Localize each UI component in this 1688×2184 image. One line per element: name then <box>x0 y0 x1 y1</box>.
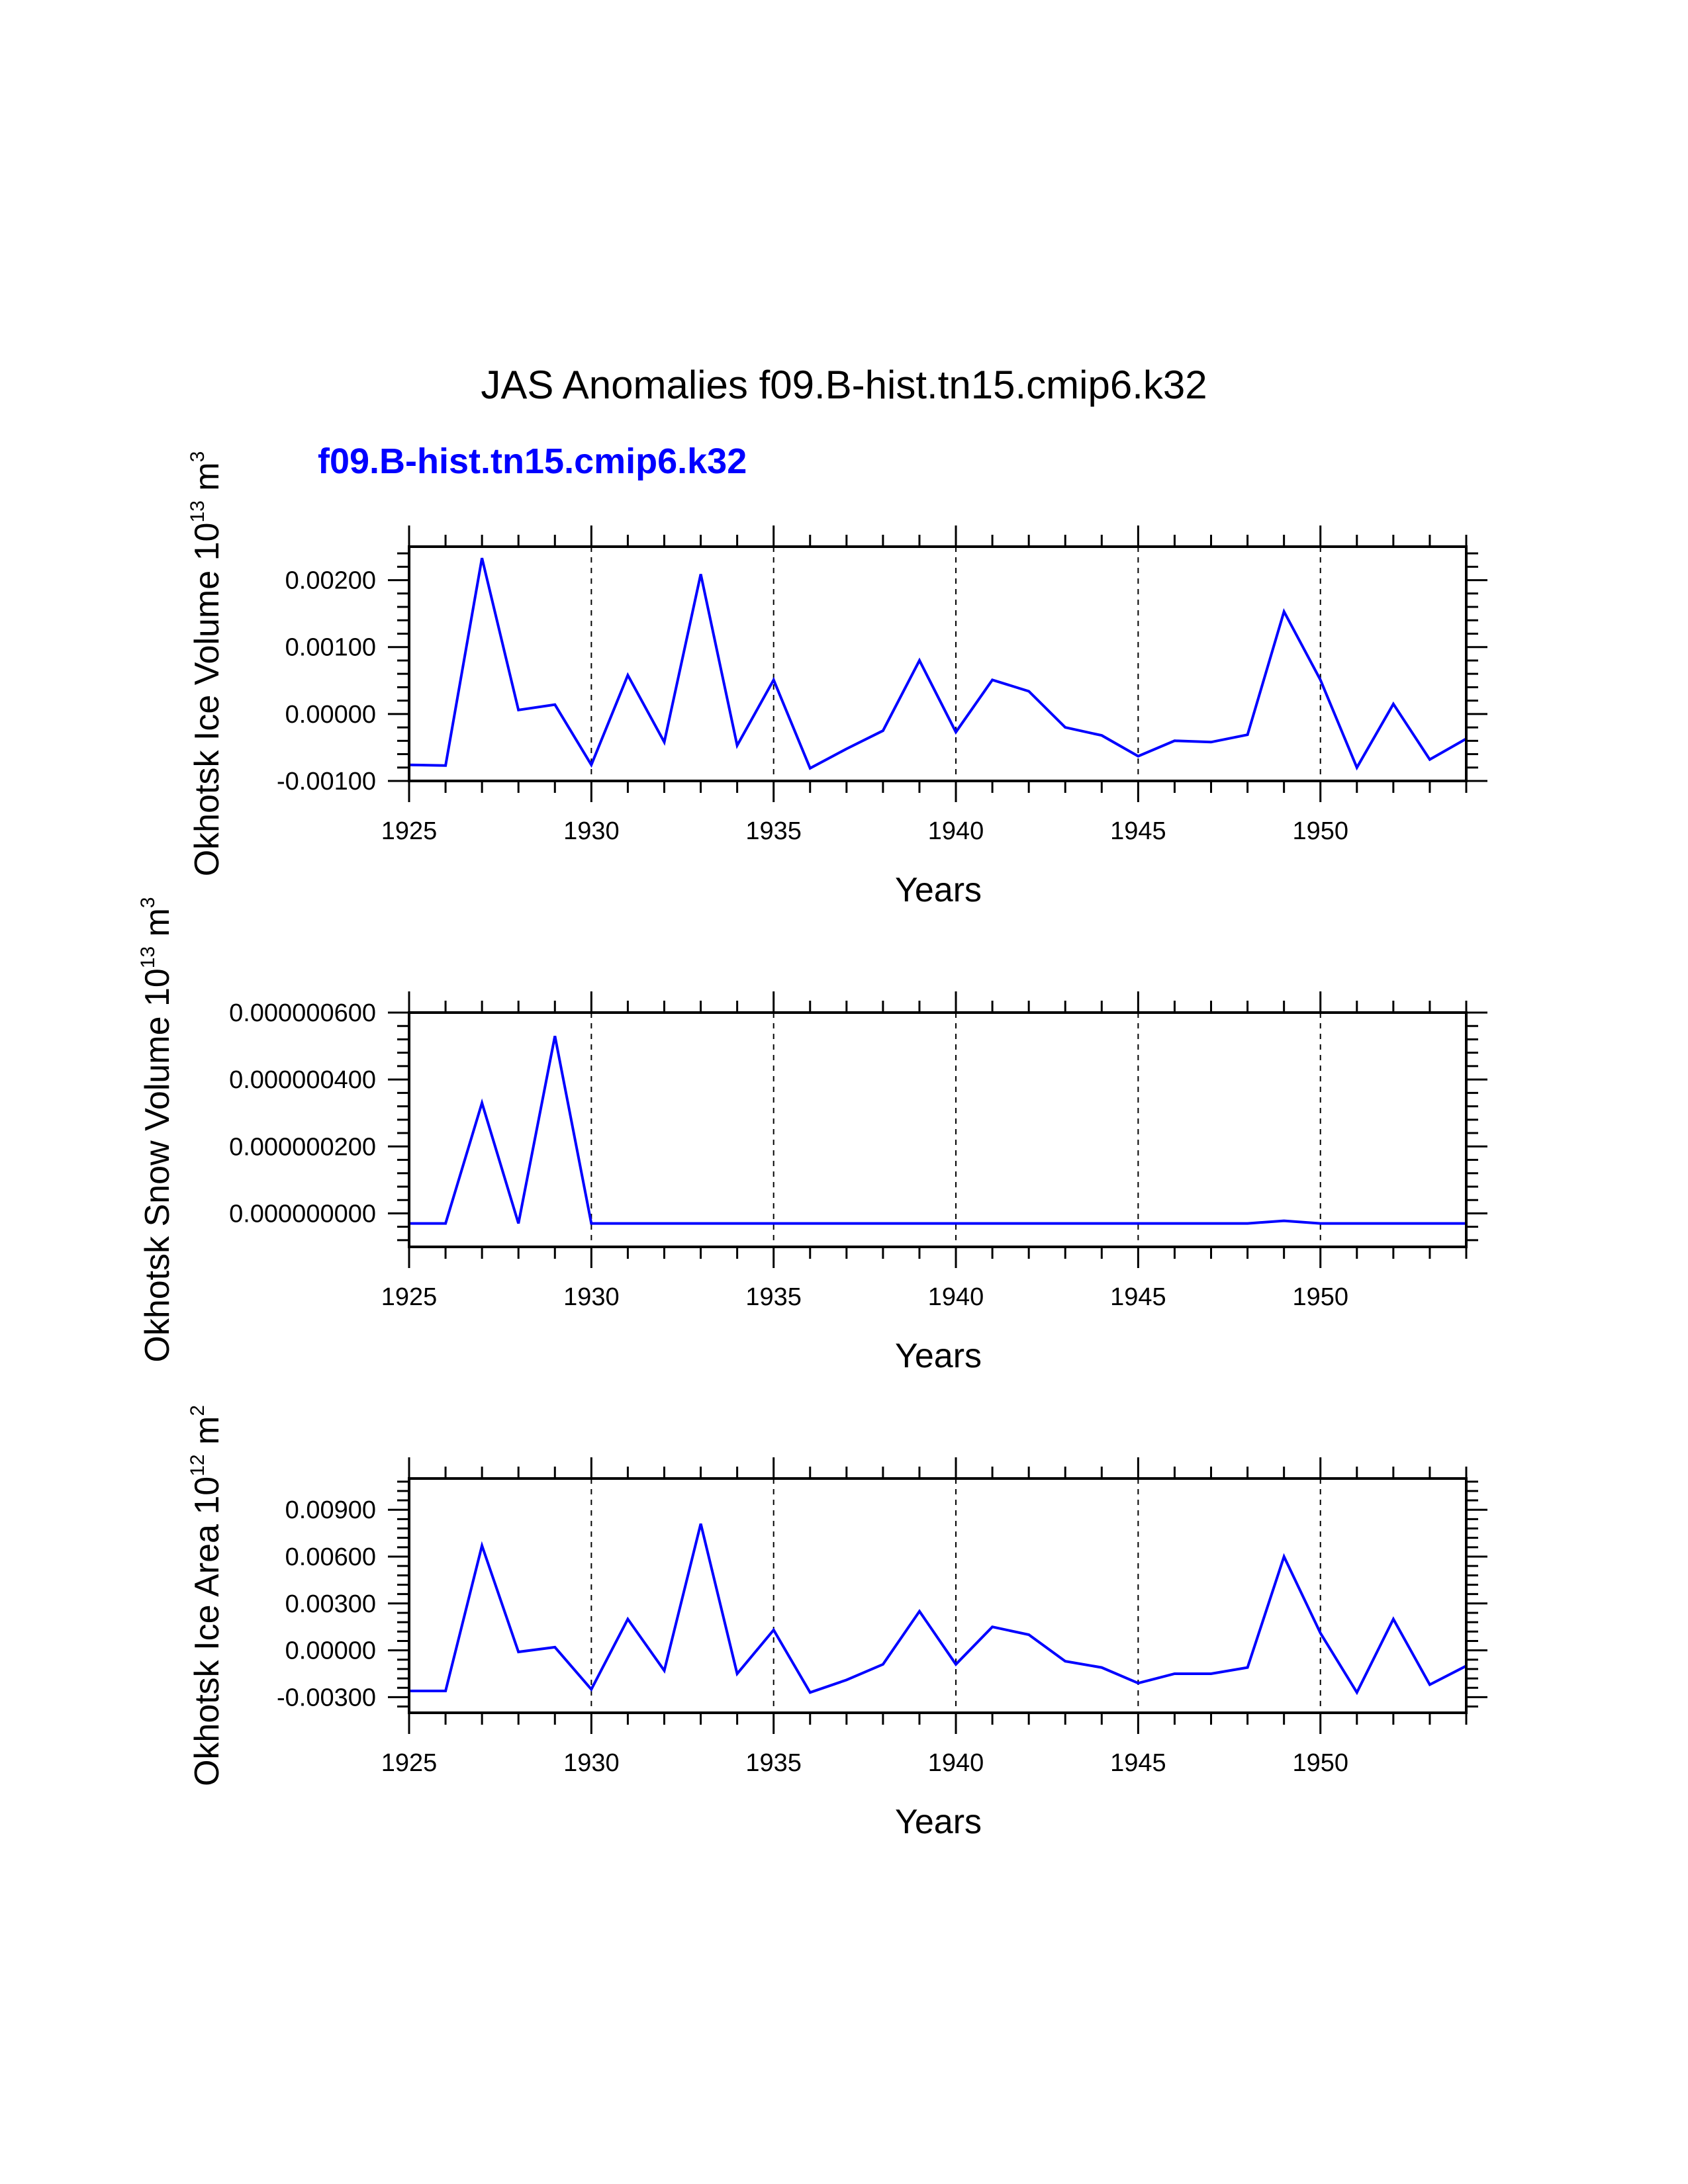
panel-ice-volume: 1925 1930 1935 1940 1945 1950 Years -0.00100 0.0… <box>187 451 1487 909</box>
y-tick-label: -0.00100 <box>277 768 376 796</box>
panel-snow-volume: 1925 1930 1935 1940 1945 1950 Years 0.000000000… <box>137 897 1487 1375</box>
y-tick-label: 0.000000400 <box>229 1066 376 1094</box>
chart-title: JAS Anomalies f09.B-hist.tn15.cmip6.k32 <box>481 363 1207 407</box>
y-tick-label: 0.000000200 <box>229 1133 376 1161</box>
plot-frame <box>408 1477 1468 1714</box>
y-tick-label: 0.00000 <box>285 1637 376 1665</box>
y-axis-label-exp: 13 <box>187 500 209 522</box>
y-tick-label: 0.00100 <box>285 634 376 662</box>
y-axis-label: Okhotsk Ice Volume 1013 m3 <box>187 451 226 877</box>
x-tick-label: 1950 <box>1292 1283 1348 1311</box>
y-tick-label: 0.000000600 <box>229 999 376 1027</box>
y-tick-label: 0.00600 <box>285 1543 376 1571</box>
x-tick-label: 1940 <box>928 1283 984 1311</box>
x-axis-label: Years <box>895 871 982 909</box>
y-tick-label: -0.00300 <box>277 1684 376 1711</box>
series-legend-label: f09.B-hist.tn15.cmip6.k32 <box>318 441 747 481</box>
plot-frame <box>408 1011 1468 1248</box>
y-axis-label: Okhotsk Snow Volume 1013 m3 <box>137 897 177 1362</box>
x-tick-label: 1930 <box>563 1749 620 1777</box>
y-axis-label: Okhotsk Ice Area 1012 m2 <box>187 1405 226 1786</box>
panel-ice-area: 1925 1930 1935 1940 1945 1950 Years -0.00300 0.0… <box>187 1405 1487 1841</box>
x-axis-label: Years <box>895 1803 982 1841</box>
x-tick-label: 1935 <box>745 817 802 845</box>
y-axis-label-unit: m <box>188 462 226 500</box>
x-tick-label: 1950 <box>1292 1749 1348 1777</box>
series-line <box>409 1036 1466 1225</box>
y-axis-label-unit-exp: 3 <box>187 451 209 463</box>
y-tick-label: 0.000000000 <box>229 1200 376 1228</box>
y-axis-label-unit: m <box>188 1416 226 1455</box>
series-line <box>409 1523 1467 1696</box>
x-tick-label: 1940 <box>928 1749 984 1777</box>
x-tick-label: 1945 <box>1110 1283 1166 1311</box>
panels: 1925 1930 1935 1940 1945 1950 Years -0.00100 0.0… <box>137 451 1487 1841</box>
x-tick-label: 1940 <box>928 817 984 845</box>
x-tick-label: 1930 <box>563 817 620 845</box>
x-tick-label: 1935 <box>745 1749 802 1777</box>
x-tick-label: 1945 <box>1110 817 1166 845</box>
y-axis-label-unit: m <box>138 908 177 946</box>
x-tick-label: 1930 <box>563 1283 620 1311</box>
x-tick-label: 1925 <box>381 817 438 845</box>
y-axis-label-exp: 13 <box>137 946 159 968</box>
x-axis-label: Years <box>895 1337 982 1375</box>
y-tick-label: 0.00900 <box>285 1496 376 1524</box>
series-line <box>408 557 1467 771</box>
x-tick-label: 1925 <box>381 1749 438 1777</box>
y-tick-label: 0.00000 <box>285 701 376 729</box>
x-tick-label: 1935 <box>745 1283 802 1311</box>
y-axis-label-unit-exp: 2 <box>187 1405 209 1416</box>
y-tick-label: 0.00200 <box>285 567 376 595</box>
y-tick-label: 0.00300 <box>285 1590 376 1618</box>
y-axis-label-unit-exp: 3 <box>137 897 159 908</box>
y-axis-label-exp: 12 <box>187 1454 209 1476</box>
plot-frame <box>408 545 1468 782</box>
y-axis-label-text: Okhotsk Snow Volume 10 <box>138 968 177 1362</box>
x-tick-label: 1925 <box>381 1283 438 1311</box>
y-axis-label-text: Okhotsk Ice Volume 10 <box>188 523 226 877</box>
x-tick-label: 1945 <box>1110 1749 1166 1777</box>
x-tick-label: 1950 <box>1292 817 1348 845</box>
y-axis-label-text: Okhotsk Ice Area 10 <box>188 1477 226 1786</box>
